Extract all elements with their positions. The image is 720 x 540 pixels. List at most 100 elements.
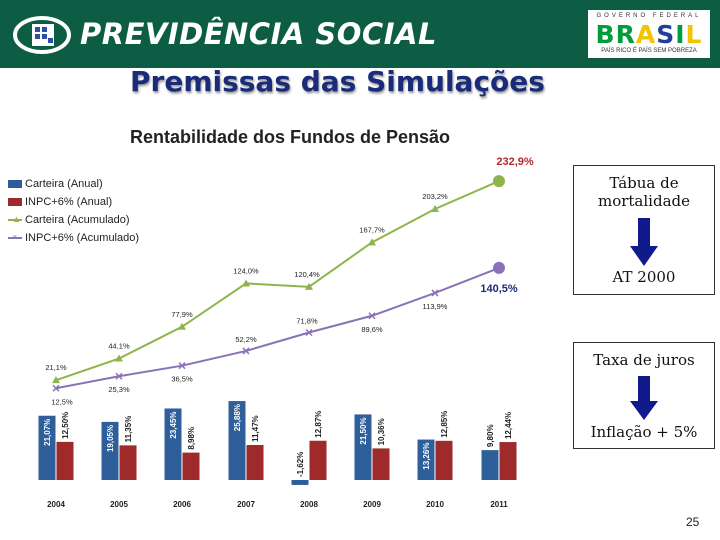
bar-data-label: 9,80%	[486, 424, 495, 447]
line-point-cross	[242, 347, 250, 355]
legend-label: Carteira (Acumulado)	[25, 214, 130, 226]
bar-data-label: 8,98%	[187, 427, 196, 450]
category-label: 2007	[237, 500, 255, 509]
legend-item-carteira-acumulado: ▲ Carteira (Acumulado)	[8, 211, 139, 229]
line-point-triangle	[368, 238, 376, 246]
line-data-label: 77,9%	[171, 310, 193, 319]
legend-label: INPC+6% (Anual)	[25, 196, 113, 208]
line-point-triangle	[52, 376, 60, 384]
line-point-cross	[52, 384, 60, 392]
gov-slogan: PAÍS RICO É PAÍS SEM POBREZA	[601, 48, 697, 54]
line-inpc-acumulado	[55, 266, 500, 390]
previdencia-logo-icon	[13, 16, 71, 54]
line-point-triangle	[431, 204, 439, 212]
bar-data-label: 12,44%	[504, 412, 513, 439]
category-label: 2011	[490, 500, 508, 509]
line-data-label: 44,1%	[108, 342, 130, 351]
bar-inpc-anual	[499, 442, 517, 480]
line-data-label: 12,5%	[51, 397, 73, 406]
gov-small-text: GOVERNO FEDERAL	[596, 13, 702, 19]
line-point-triangle	[115, 354, 123, 362]
bar-data-label: 11,47%	[251, 415, 260, 442]
bar-inpc-anual	[56, 441, 74, 480]
line-point-cross	[178, 362, 186, 370]
bar-carteira-anual	[417, 439, 435, 480]
line-point-cross	[368, 312, 376, 320]
line-data-label: 140,5%	[480, 283, 518, 295]
bar-data-label: 12,50%	[61, 412, 70, 439]
mortality-table-box: Tábua de mortalidade AT 2000	[573, 165, 715, 295]
bar-carteira-anual	[228, 401, 246, 480]
line-data-label: 167,7%	[359, 225, 385, 234]
category-label: 2004	[47, 500, 65, 509]
line-data-label: 203,2%	[422, 192, 448, 201]
bar-inpc-anual	[119, 445, 137, 480]
line-data-label: 120,4%	[294, 270, 320, 279]
line-data-label: 21,1%	[45, 363, 67, 372]
interest-rate-box: Taxa de juros Inflação + 5%	[573, 342, 715, 449]
bar-data-label: 11,35%	[124, 416, 133, 443]
line-data-label: 52,2%	[235, 335, 257, 344]
legend-line	[8, 237, 22, 239]
interest-value: Inflação + 5%	[590, 423, 698, 441]
line-data-label: 113,9%	[423, 302, 448, 311]
line-data-label: 124,0%	[233, 266, 259, 275]
legend-item-inpc-anual: INPC+6% (Anual)	[8, 193, 139, 211]
line-carteira-acumulado	[55, 180, 500, 382]
bar-carteira-anual	[481, 450, 499, 480]
line-data-label: 71,8%	[296, 317, 318, 326]
bar-inpc-anual	[246, 445, 264, 480]
bar-carteira-anual	[291, 480, 309, 485]
interest-label: Taxa de juros	[593, 351, 695, 369]
line-data-label: 36,5%	[171, 375, 193, 384]
legend-swatch	[8, 198, 22, 206]
category-label: 2009	[363, 500, 381, 509]
brasil-wordmark: BRASIL	[595, 20, 703, 49]
legend-line	[8, 219, 22, 221]
triangle-marker-icon: ▲	[12, 214, 21, 224]
line-point-triangle	[305, 282, 313, 290]
bar-inpc-anual	[372, 448, 390, 480]
bar-carteira-anual	[164, 408, 182, 480]
line-end-point	[493, 261, 505, 274]
mortality-value: AT 2000	[612, 268, 676, 286]
bar-data-label: 12,87%	[314, 411, 323, 438]
down-arrow-icon	[630, 376, 658, 420]
bar-inpc-anual	[309, 440, 327, 480]
bar-data-label: -1,62%	[296, 452, 305, 477]
line-data-label: 89,6%	[361, 325, 383, 334]
line-point-triangle	[178, 322, 186, 330]
category-label: 2010	[426, 500, 444, 509]
bar-carteira-anual	[38, 415, 56, 480]
bar-carteira-anual	[101, 421, 119, 480]
bar-carteira-anual	[354, 414, 372, 480]
line-point-cross	[115, 372, 123, 380]
category-label: 2005	[110, 500, 128, 509]
header-title: PREVIDÊNCIA SOCIAL	[80, 17, 437, 51]
legend-swatch	[8, 180, 22, 188]
category-label: 2006	[173, 500, 191, 509]
chart-legend: Carteira (Anual) INPC+6% (Anual) ▲ Carte…	[8, 175, 139, 247]
bar-inpc-anual	[182, 452, 200, 480]
bar-data-label: 25,88%	[233, 404, 242, 431]
bar-data-label: 10,36%	[377, 418, 386, 445]
page-title: Premissas das Simulações	[130, 65, 545, 98]
governo-federal-logo: GOVERNO FEDERAL BRASIL PAÍS RICO É PAÍS …	[588, 10, 710, 58]
bar-inpc-anual	[435, 440, 453, 480]
bar-data-label: 13,26%	[422, 443, 431, 470]
bar-data-label: 23,45%	[169, 411, 178, 438]
mortality-label: Tábua de mortalidade	[597, 174, 690, 210]
bar-data-label: 21,50%	[359, 417, 368, 444]
line-point-cross	[305, 328, 313, 337]
down-arrow-icon	[630, 218, 658, 266]
page-number: 25	[686, 515, 700, 529]
bar-data-label: 19,05%	[106, 425, 115, 452]
bar-data-label: 21,07%	[43, 419, 52, 446]
line-point-triangle	[242, 279, 250, 287]
line-data-label: 232,9%	[496, 156, 534, 168]
line-end-point	[493, 175, 505, 188]
header-bar: PREVIDÊNCIA SOCIAL GOVERNO FEDERAL BRASI…	[0, 0, 720, 68]
chart-title: Rentabilidade dos Fundos de Pensão	[130, 127, 451, 147]
line-point-cross	[431, 289, 439, 297]
